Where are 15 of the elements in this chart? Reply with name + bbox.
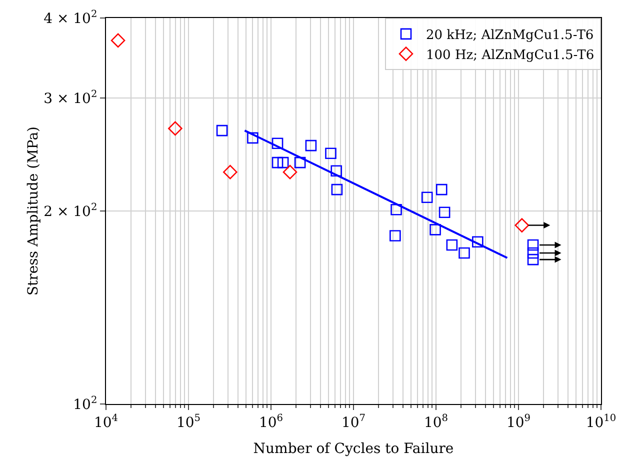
legend-label: 20 kHz; AlZnMgCu1.5-T6 [426, 28, 594, 44]
y-tick-label: 2 × 10$^{2}$ [44, 202, 98, 220]
y-tick-label: 10$^{2}$ [73, 395, 98, 413]
y-tick-label: 3 × 10$^{2}$ [44, 89, 98, 107]
x-tick-label: 10$^{7}$ [341, 412, 366, 431]
legend-label: 100 Hz; AlZnMgCu1.5-T6 [426, 48, 594, 63]
x-tick-label: 10$^{4}$ [94, 412, 118, 431]
y-axis-title: Stress Amplitude (MPa) [26, 126, 42, 296]
x-tick-label: 10$^{5}$ [176, 412, 201, 431]
y-tick-label: 4 × 10$^{2}$ [44, 9, 98, 27]
x-tick-label: 10$^{6}$ [258, 412, 284, 431]
x-tick-label: 10$^{8}$ [424, 412, 448, 431]
x-tick-label: 10$^{10}$ [586, 412, 616, 431]
x-tick-label: 10$^{9}$ [506, 412, 531, 431]
x-axis-title: Number of Cycles to Failure [253, 441, 454, 457]
